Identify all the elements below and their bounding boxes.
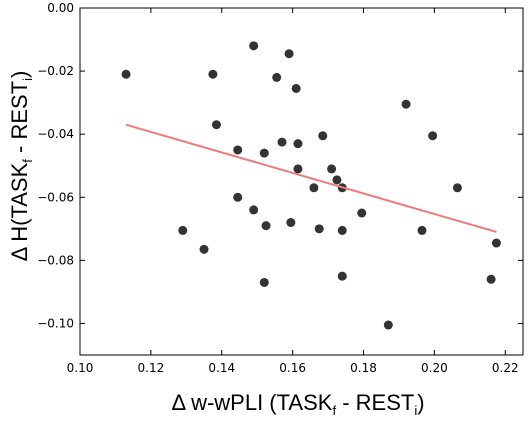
data-point-15 <box>286 218 296 228</box>
data-point-6 <box>233 192 243 202</box>
data-point-21 <box>318 131 328 141</box>
y-tick-label: −0.08 <box>37 253 74 267</box>
data-point-26 <box>337 271 347 281</box>
data-point-31 <box>428 131 438 141</box>
x-axis-label-suffix: ) <box>417 390 424 415</box>
y-axis-ticks: 0.00 −0.02 −0.04 −0.06 −0.08 −0.10 <box>37 1 523 330</box>
x-tick-label: 0.16 <box>279 361 306 375</box>
data-point-23 <box>332 175 342 185</box>
x-tick-label: 0.14 <box>208 361 235 375</box>
y-tick-label: −0.02 <box>37 64 74 78</box>
data-point-25 <box>337 225 347 235</box>
y-axis-label-suffix: ) <box>7 71 32 78</box>
data-point-10 <box>261 221 271 231</box>
x-tick-label: 0.22 <box>492 361 519 375</box>
y-tick-label: −0.10 <box>37 316 74 330</box>
data-point-29 <box>401 99 411 109</box>
x-tick-label: 0.12 <box>138 361 165 375</box>
y-tick-label: 0.00 <box>47 1 74 15</box>
data-point-20 <box>314 224 324 234</box>
y-axis-label-prefix: Δ H(TASK <box>7 162 32 261</box>
data-point-19 <box>309 183 319 193</box>
data-point-14 <box>284 49 294 59</box>
x-axis-label-middle: - REST <box>336 390 414 415</box>
data-point-0 <box>121 69 131 79</box>
data-point-22 <box>327 164 337 174</box>
data-point-32 <box>452 183 462 193</box>
data-point-27 <box>357 208 367 218</box>
data-point-11 <box>259 277 269 287</box>
y-tick-label: −0.06 <box>37 190 74 204</box>
data-point-18 <box>293 164 303 174</box>
y-axis-label-sub-i: i <box>20 78 35 81</box>
x-axis-ticks: 0.10 0.12 0.14 0.16 0.18 0.20 0.22 <box>67 8 519 375</box>
data-point-3 <box>208 69 218 79</box>
data-point-28 <box>383 320 393 330</box>
data-point-30 <box>417 225 427 235</box>
x-axis-label-sub-f: f <box>332 403 336 418</box>
data-point-17 <box>293 139 303 149</box>
data-point-16 <box>291 83 301 93</box>
data-point-1 <box>178 225 188 235</box>
plot-frame <box>79 7 524 356</box>
data-point-13 <box>277 137 287 147</box>
data-point-12 <box>272 72 282 82</box>
x-tick-label: 0.20 <box>421 361 448 375</box>
y-tick-label: −0.04 <box>37 127 74 141</box>
data-point-9 <box>259 148 269 158</box>
data-point-5 <box>233 145 243 155</box>
data-point-2 <box>199 244 209 254</box>
y-axis-label: Δ H(TASKf - RESTi) <box>7 71 35 262</box>
x-tick-label: 0.18 <box>350 361 377 375</box>
x-axis-label-sub-i: i <box>414 403 417 418</box>
x-axis-label-prefix: Δ w-wPLI (TASK <box>171 390 332 415</box>
data-point-8 <box>249 205 259 215</box>
data-point-34 <box>491 238 501 248</box>
y-axis-label-sub-f: f <box>20 159 35 163</box>
points-layer <box>121 41 501 330</box>
x-tick-label: 0.10 <box>67 361 94 375</box>
x-axis-label: Δ w-wPLI (TASKf - RESTi) <box>171 390 424 418</box>
y-axis-label-middle: - REST <box>7 81 32 159</box>
data-point-7 <box>249 41 259 51</box>
data-point-4 <box>211 120 221 130</box>
data-point-33 <box>486 274 496 284</box>
trendline <box>125 123 497 233</box>
